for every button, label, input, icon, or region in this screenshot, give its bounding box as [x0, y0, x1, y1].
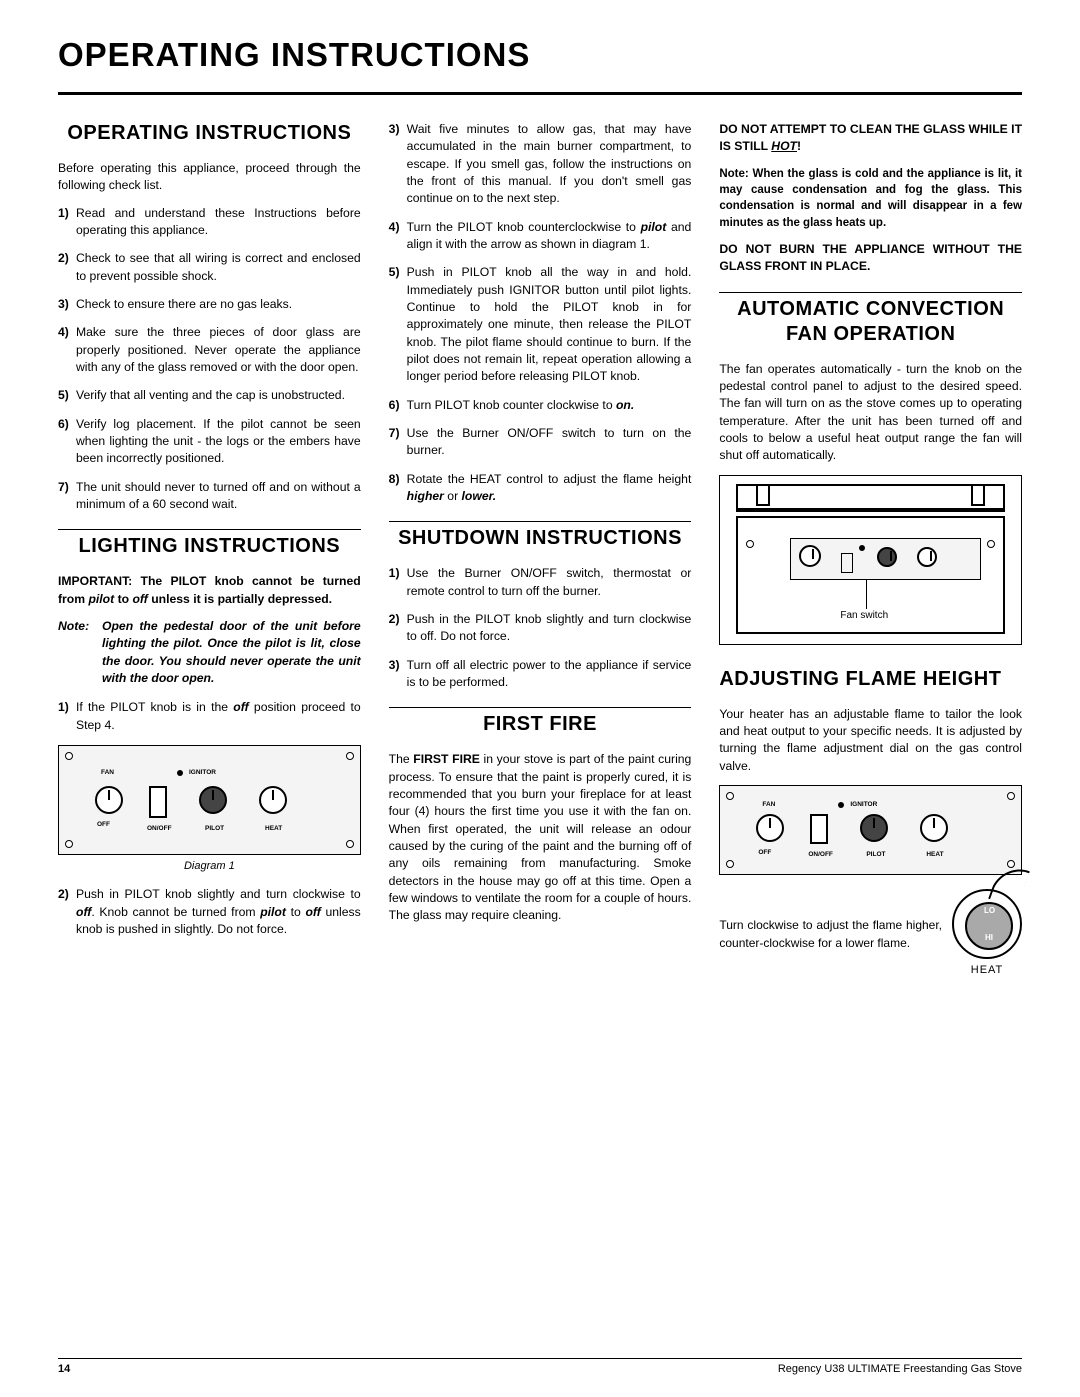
shutdown-step: Turn off all electric power to the appli…	[407, 657, 692, 692]
lighting-step: Wait five minutes to allow gas, that may…	[407, 121, 692, 208]
check-item: Check to ensure there are no gas leaks.	[76, 296, 361, 313]
operating-checklist: 1)Read and understand these Instructions…	[58, 205, 361, 514]
lighting-step: Use the Burner ON/OFF switch to turn on …	[407, 425, 692, 460]
section-rule	[58, 529, 361, 530]
column-2: 3)Wait five minutes to allow gas, that m…	[389, 121, 692, 979]
title-rule	[58, 92, 1022, 95]
glass-front-warning: DO NOT BURN THE APPLIANCE WITHOUT THE GL…	[719, 241, 1022, 276]
lighting-steps-cont: 3)Wait five minutes to allow gas, that m…	[389, 121, 692, 505]
diagram-1-control-panel: FAN IGNITOR OFF ON/OFF PILOT HEAT	[58, 745, 361, 855]
fan-heading: AUTOMATIC CONVECTION FAN OPERATION	[719, 297, 1022, 347]
control-panel-icon	[790, 538, 981, 580]
page-number: 14	[58, 1363, 70, 1375]
pilot-knob-icon	[199, 786, 227, 814]
flame-adjust-row: Turn clockwise to adjust the flame highe…	[719, 889, 1022, 979]
operating-intro: Before operating this appliance, proceed…	[58, 160, 361, 195]
check-item: Read and understand these Instructions b…	[76, 205, 361, 240]
condensation-note: Note: When the glass is cold and the app…	[719, 166, 1022, 231]
check-item: Check to see that all wiring is correct …	[76, 250, 361, 285]
control-panel-diagram-2: FAN IGNITOR OFF ON/OFF PILOT HEAT	[719, 785, 1022, 875]
column-3: DO NOT ATTEMPT TO CLEAN THE GLASS WHILE …	[719, 121, 1022, 979]
fan-text: The fan operates automatically - turn th…	[719, 361, 1022, 465]
heat-knob-icon	[259, 786, 287, 814]
hot-glass-warning: DO NOT ATTEMPT TO CLEAN THE GLASS WHILE …	[719, 121, 1022, 156]
lighting-step: Push in PILOT knob slightly and turn clo…	[76, 886, 361, 938]
shutdown-step: Push in the PILOT knob slightly and turn…	[407, 611, 692, 646]
check-item: Make sure the three pieces of door glass…	[76, 324, 361, 376]
lighting-step: Turn PILOT knob counter clockwise to on.	[407, 397, 692, 414]
fan-diagram: Fan switch	[719, 475, 1022, 645]
check-item: Verify that all venting and the cap is u…	[76, 387, 361, 404]
check-item: The unit should never to turned off and …	[76, 479, 361, 514]
flame-text: Your heater has an adjustable flame to t…	[719, 706, 1022, 775]
lighting-steps-a: 1)If the PILOT knob is in the off positi…	[58, 699, 361, 734]
column-1: OPERATING INSTRUCTIONS Before operating …	[58, 121, 361, 979]
lighting-heading: LIGHTING INSTRUCTIONS	[58, 534, 361, 559]
flame-adjust-text: Turn clockwise to adjust the flame highe…	[719, 916, 942, 952]
heat-label: HEAT	[952, 963, 1022, 979]
section-rule	[389, 521, 692, 522]
lighting-step: If the PILOT knob is in the off position…	[76, 699, 361, 734]
three-column-layout: OPERATING INSTRUCTIONS Before operating …	[58, 121, 1022, 979]
page-title: OPERATING INSTRUCTIONS	[58, 36, 1022, 74]
shutdown-step: Use the Burner ON/OFF switch, thermostat…	[407, 565, 692, 600]
fan-switch-label: Fan switch	[840, 609, 888, 623]
lighting-step: Push in PILOT knob all the way in and ho…	[407, 264, 692, 385]
onoff-switch-icon	[149, 786, 167, 818]
important-note: IMPORTANT: The PILOT knob cannot be turn…	[58, 573, 361, 608]
fan-knob-icon	[95, 786, 123, 814]
section-rule	[719, 292, 1022, 293]
flame-heading: ADJUSTING FLAME HEIGHT	[719, 667, 1022, 692]
page-footer: 14 Regency U38 ULTIMATE Freestanding Gas…	[58, 1358, 1022, 1375]
first-fire-heading: FIRST FIRE	[389, 712, 692, 737]
operating-heading: OPERATING INSTRUCTIONS	[58, 121, 361, 146]
lighting-step: Rotate the HEAT control to adjust the fl…	[407, 471, 692, 506]
heat-knob-diagram: LO HI HEAT	[952, 889, 1022, 979]
shutdown-steps: 1)Use the Burner ON/OFF switch, thermost…	[389, 565, 692, 691]
diagram-1-caption: Diagram 1	[58, 859, 361, 875]
shutdown-heading: SHUTDOWN INSTRUCTIONS	[389, 526, 692, 551]
lighting-steps-b: 2)Push in PILOT knob slightly and turn c…	[58, 886, 361, 938]
footer-doc-title: Regency U38 ULTIMATE Freestanding Gas St…	[778, 1363, 1022, 1375]
check-item: Verify log placement. If the pilot canno…	[76, 416, 361, 468]
note-block: Note: Open the pedestal door of the unit…	[58, 618, 361, 687]
first-fire-text: The FIRST FIRE in your stove is part of …	[389, 751, 692, 924]
lighting-step: Turn the PILOT knob counterclockwise to …	[407, 219, 692, 254]
section-rule	[389, 707, 692, 708]
